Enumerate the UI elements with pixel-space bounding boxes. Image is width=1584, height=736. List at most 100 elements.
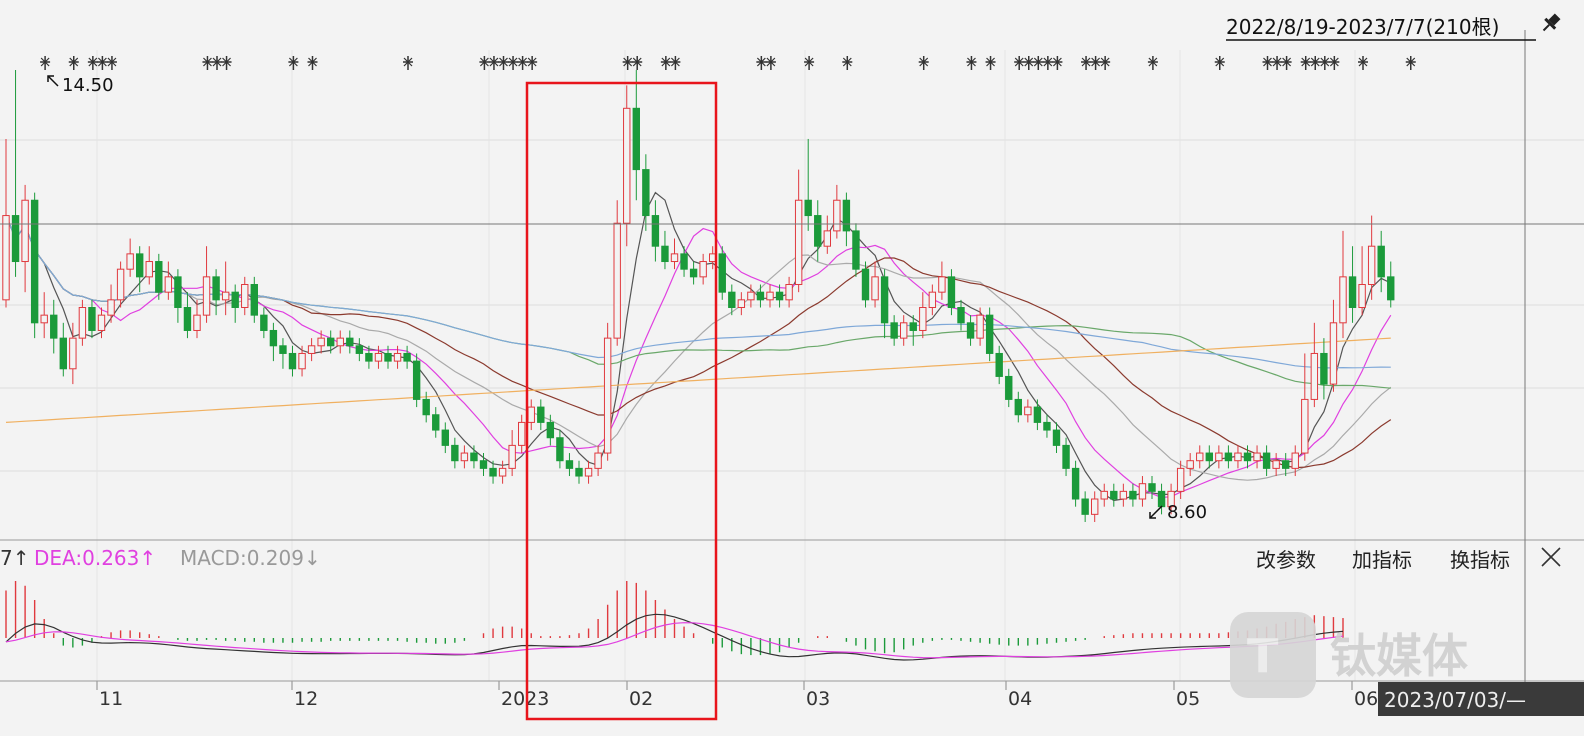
candle-body-down [30,199,39,324]
candle-body-down [412,360,421,400]
candle [384,345,392,369]
edit-params-button[interactable]: 改参数 [1256,548,1316,572]
switch-indicator-button[interactable]: 换指标 [1450,548,1510,572]
candle [1367,215,1376,300]
candle [1176,460,1185,500]
candle [336,330,344,354]
signal-marker [842,56,853,70]
signal-marker [40,56,51,70]
candle [756,284,765,308]
signal-marker [804,56,815,70]
candle-body-up [584,467,593,477]
candle [1014,391,1022,423]
candle-body-up [1186,460,1194,469]
candle-body-up [145,261,153,278]
highlight-box [525,81,718,721]
candle-body-up [97,314,106,331]
candle-body-up [699,261,707,278]
candle-body-down [50,314,58,339]
candle [928,284,937,316]
candle [88,299,96,339]
candle-body-up [900,322,908,339]
signal-marker [765,56,776,70]
candle [1119,483,1128,507]
candle-body-up [623,107,631,224]
candle-body-up [393,352,402,362]
signal-marker [307,56,318,70]
candle [78,299,87,346]
candle [69,322,77,385]
candle [957,299,965,331]
candle [947,269,956,316]
candle [422,391,430,423]
candle [403,345,411,369]
signal-marker [1090,56,1101,70]
candle-body-down [1243,452,1252,462]
candle-body-up [164,276,173,293]
signal-marker [1319,56,1330,70]
candle [594,445,602,477]
signal-marker [670,56,681,70]
candle-body-down [355,345,364,354]
signal-marker [966,56,977,70]
candle [861,261,870,308]
signal-marker [632,56,643,70]
date-range-label[interactable]: 2022/8/19-2023/7/7(210根) [1226,15,1499,39]
candle [1320,338,1328,400]
pin-icon[interactable] [1539,11,1563,35]
candle [183,292,192,339]
candle-body-up [976,314,984,339]
candle [231,284,239,323]
candle [1110,483,1118,507]
candle-body-up [613,222,621,339]
candle-body-down [269,329,278,347]
candle [1052,422,1061,454]
macd-value: MACD:0.209↓ [180,546,321,570]
candle [1387,261,1395,308]
signal-marker [756,56,767,70]
candle-body-down [327,337,335,347]
candle-body-up [747,291,755,301]
candle-body-down [1262,452,1271,469]
candle-body-down [1224,452,1233,462]
candle [556,430,564,469]
candle [518,414,526,454]
candle-body-up [833,199,841,232]
candle-body-down [470,452,478,462]
cursor-date-badge-bg [1378,682,1584,716]
candle [804,138,812,231]
candle [155,253,163,300]
signal-marker [527,56,538,70]
candle [670,238,679,270]
candle [1129,483,1137,507]
candle [412,353,421,408]
candle [451,437,459,469]
close-icon[interactable] [1541,547,1561,567]
candle-body-down [842,199,851,232]
candle [1148,476,1156,500]
candle [1205,445,1213,469]
candle-body-up [1119,490,1128,500]
candle-body-up [871,276,879,301]
signal-marker [508,56,519,70]
candle [1005,368,1013,408]
candle [30,192,39,339]
signal-marker [202,56,213,70]
candle-body-down [1110,490,1118,500]
candle [116,261,125,308]
candle-body-down [661,245,669,263]
candle-body-up [1024,406,1032,416]
candle-body-down [718,253,726,293]
add-indicator-button[interactable]: 加指标 [1352,548,1412,572]
candle [1377,230,1385,293]
signal-marker [1329,56,1340,70]
candle [1310,322,1319,408]
candle-body-up [1167,490,1175,508]
candle [785,276,793,308]
candle [775,284,784,308]
candle-body-down [632,107,640,171]
signal-marker [1214,56,1225,70]
candle [174,269,182,323]
signal-marker [918,56,929,70]
